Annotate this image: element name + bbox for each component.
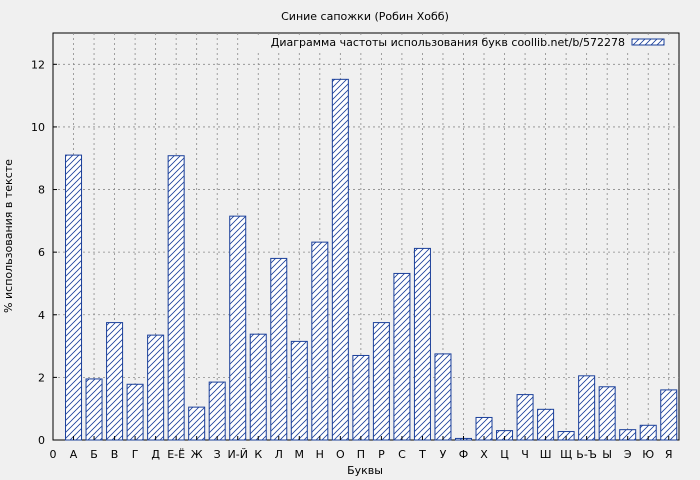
- grid-lines: [53, 33, 679, 440]
- bar-18: [413, 247, 431, 441]
- bar-26: [578, 375, 596, 441]
- x-tick-label: Ч: [521, 448, 529, 461]
- x-tick-label: С: [398, 448, 406, 461]
- x-tick-label: Ж: [191, 448, 203, 461]
- x-tick-label: З: [214, 448, 221, 461]
- bar-9: [229, 215, 247, 441]
- bar-17: [393, 272, 411, 441]
- x-tick-label: Н: [316, 448, 324, 461]
- y-tick-label: 6: [38, 246, 45, 259]
- y-axis-label: % использования в тексте: [2, 159, 15, 313]
- x-tick-label: У: [440, 448, 447, 461]
- y-tick-label: 2: [38, 371, 45, 384]
- x-tick-label: О: [336, 448, 345, 461]
- bar-7: [188, 406, 206, 441]
- chart-title: Синие сапожки (Робин Хобб): [281, 10, 449, 23]
- y-tick-label: 10: [31, 121, 45, 134]
- x-axis-ticks: 0 А Б В Г Д Е-Ё Ж З И-Й К Л М Н О П Р С Т У Ф Х Ц Ч Ш Щ Ь-Ъ Ы Э Ю Я: [50, 436, 673, 461]
- bar-23: [516, 394, 534, 441]
- bar-6: [167, 155, 185, 441]
- x-tick-label: Щ: [560, 448, 572, 461]
- x-tick-label: Ю: [642, 448, 654, 461]
- x-tick-label: Ф: [459, 448, 468, 461]
- x-tick-label: М: [295, 448, 305, 461]
- legend-background: [240, 36, 670, 50]
- x-tick-label: Ц: [500, 448, 509, 461]
- legend-swatch: [631, 38, 665, 46]
- y-tick-label: 4: [38, 309, 45, 322]
- bar-1: [65, 154, 83, 441]
- bar-4: [126, 383, 144, 441]
- bar-30: [660, 389, 678, 441]
- bars: [65, 78, 678, 441]
- x-tick-label: К: [254, 448, 262, 461]
- bar-19: [434, 353, 452, 441]
- y-tick-label: 0: [38, 434, 45, 447]
- y-axis-ticks: 0 2 4 6 8 10 12: [31, 58, 57, 447]
- bar-10: [249, 333, 267, 441]
- x-tick-label: Г: [132, 448, 139, 461]
- legend: Диаграмма частоты использования букв coo…: [240, 36, 670, 50]
- x-tick-label: Е-Ё: [167, 448, 185, 461]
- x-tick-label: Ш: [540, 448, 552, 461]
- x-tick-label: Х: [480, 448, 488, 461]
- bar-14: [331, 78, 349, 441]
- bar-11: [270, 257, 288, 441]
- x-tick-label: Ь-Ъ: [576, 448, 597, 461]
- x-tick-label: Л: [275, 448, 283, 461]
- x-tick-label: А: [70, 448, 78, 461]
- x-axis-label: Буквы: [347, 464, 383, 477]
- x-tick-label: Э: [624, 448, 632, 461]
- y-tick-label: 12: [31, 58, 45, 71]
- x-tick-label: Т: [418, 448, 426, 461]
- bar-15: [352, 354, 370, 441]
- bar-24: [537, 408, 555, 441]
- bar-16: [372, 322, 390, 441]
- bar-8: [208, 381, 226, 441]
- bar-5: [147, 334, 165, 441]
- x-tick-label: И-Й: [228, 448, 248, 461]
- y-tick-label: 8: [38, 184, 45, 197]
- legend-label: Диаграмма частоты использования букв coo…: [271, 36, 625, 49]
- bar-27: [598, 386, 616, 441]
- x-tick-label: Д: [151, 448, 160, 461]
- x-tick-label: Р: [378, 448, 385, 461]
- x-tick-label-origin: 0: [50, 448, 57, 461]
- x-tick-label: Я: [665, 448, 673, 461]
- bar-12: [290, 340, 308, 441]
- x-tick-label: П: [357, 448, 365, 461]
- bar-13: [311, 241, 329, 441]
- bar-2: [85, 378, 103, 441]
- x-tick-label: В: [111, 448, 119, 461]
- x-tick-label: Ы: [602, 448, 612, 461]
- bar-3: [106, 322, 124, 441]
- x-tick-label: Б: [90, 448, 98, 461]
